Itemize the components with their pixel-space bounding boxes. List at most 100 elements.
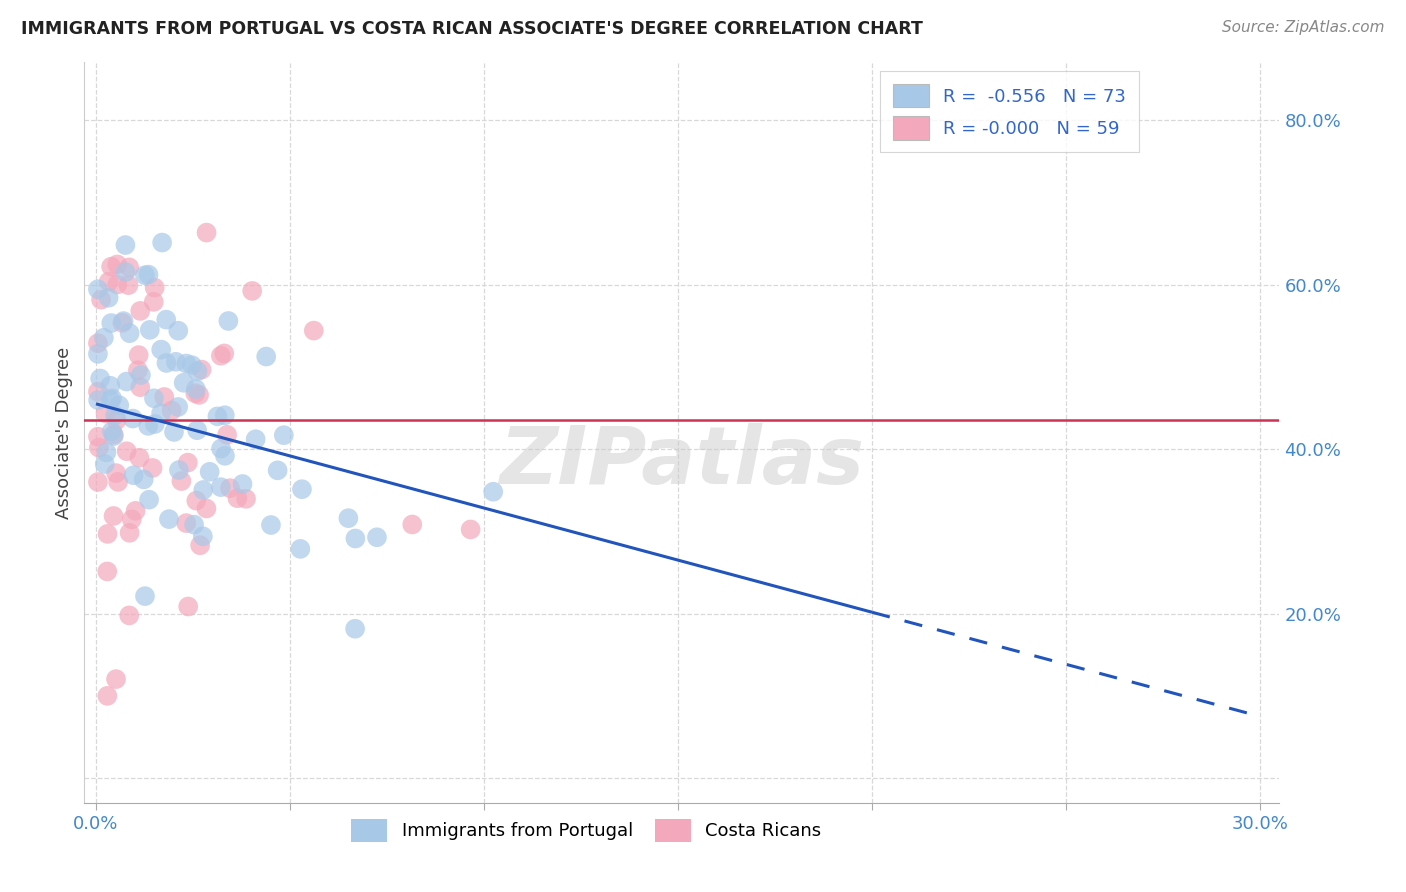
Point (174, 357, 197, 371)
Point (183, 517, 205, 532)
Point (177, 456, 200, 470)
Point (186, 493, 208, 508)
Point (191, 529, 214, 543)
Point (93, 457, 115, 471)
Point (460, 523, 482, 537)
Point (96, 527, 118, 541)
Point (141, 461, 163, 475)
Point (129, 304, 152, 318)
Point (231, 477, 253, 491)
Point (163, 425, 186, 439)
Point (138, 492, 160, 507)
Point (344, 622, 367, 636)
Point (97, 291, 120, 305)
Point (195, 501, 218, 516)
Point (219, 481, 242, 495)
Point (103, 508, 125, 523)
Point (105, 257, 128, 271)
Point (226, 491, 249, 506)
Point (104, 409, 127, 423)
Point (195, 226, 218, 240)
Point (173, 376, 195, 390)
Point (101, 392, 124, 406)
Point (177, 599, 200, 614)
Point (160, 403, 183, 417)
Point (214, 346, 236, 360)
Point (143, 391, 166, 405)
Point (129, 380, 152, 394)
Point (290, 541, 312, 556)
Point (273, 428, 295, 442)
Point (209, 442, 232, 456)
Point (87, 384, 110, 399)
Point (118, 525, 141, 540)
Point (108, 398, 131, 412)
Point (132, 472, 155, 486)
Point (184, 386, 207, 401)
Point (93, 331, 115, 345)
Point (150, 343, 173, 357)
Point (105, 466, 128, 480)
Point (100, 316, 122, 330)
Point (112, 314, 135, 328)
Point (111, 316, 134, 330)
Point (214, 449, 236, 463)
Point (143, 417, 166, 431)
Text: ZIPatlas: ZIPatlas (499, 423, 865, 501)
Point (100, 392, 122, 407)
Point (136, 418, 159, 433)
Point (266, 463, 288, 477)
Point (87, 393, 110, 408)
Point (94, 406, 117, 420)
Point (134, 589, 156, 603)
Point (87, 347, 110, 361)
Point (207, 409, 229, 424)
Point (337, 511, 360, 525)
Point (344, 532, 367, 546)
Point (118, 326, 141, 341)
Point (184, 382, 207, 396)
Point (401, 517, 423, 532)
Point (87, 282, 110, 296)
Point (209, 349, 232, 363)
Point (139, 323, 162, 337)
Point (165, 355, 187, 369)
Point (217, 314, 239, 328)
Point (128, 348, 150, 362)
Point (157, 512, 180, 526)
Point (128, 450, 150, 465)
Point (186, 423, 208, 437)
Point (105, 277, 128, 292)
Point (260, 518, 283, 533)
Point (114, 238, 136, 252)
Point (167, 463, 190, 477)
Point (217, 427, 239, 442)
Point (107, 475, 129, 489)
Point (105, 413, 128, 427)
Point (366, 530, 388, 544)
Point (142, 294, 165, 309)
Point (121, 512, 143, 526)
Point (153, 390, 176, 404)
Point (186, 364, 208, 378)
Point (98, 378, 121, 392)
Point (167, 324, 190, 338)
Point (155, 356, 177, 370)
Point (193, 483, 215, 497)
Point (291, 482, 314, 496)
Point (143, 281, 166, 295)
Text: Source: ZipAtlas.com: Source: ZipAtlas.com (1222, 20, 1385, 35)
Point (134, 268, 156, 283)
Point (87, 441, 110, 455)
Point (482, 484, 505, 499)
Legend: Immigrants from Portugal, Costa Ricans: Immigrants from Portugal, Costa Ricans (344, 812, 828, 849)
Point (96, 445, 118, 459)
Point (150, 406, 173, 420)
Point (87, 430, 110, 444)
Text: IMMIGRANTS FROM PORTUGAL VS COSTA RICAN ASSOCIATE'S DEGREE CORRELATION CHART: IMMIGRANTS FROM PORTUGAL VS COSTA RICAN … (21, 20, 922, 37)
Point (96, 565, 118, 579)
Point (115, 375, 138, 389)
Point (240, 284, 263, 298)
Point (118, 608, 141, 623)
Point (170, 474, 193, 488)
